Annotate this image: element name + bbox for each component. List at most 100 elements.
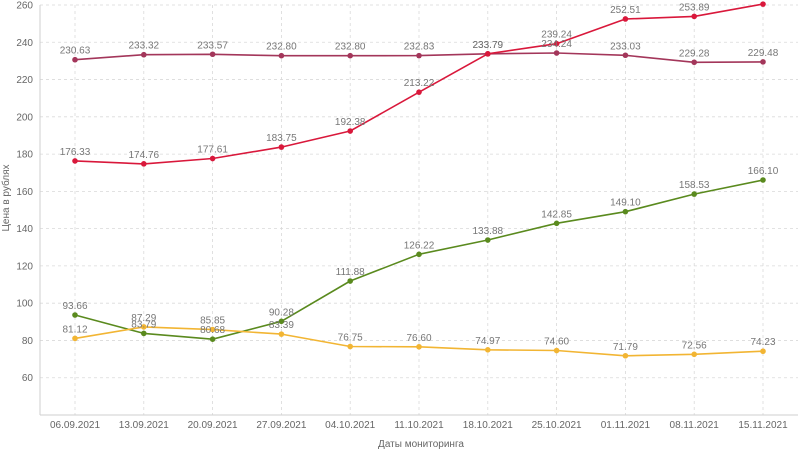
data-label: 177.61 [197, 145, 228, 156]
data-point [760, 59, 766, 65]
data-label: 80.68 [200, 325, 225, 336]
data-label: 133.88 [473, 226, 504, 237]
data-point [622, 52, 629, 59]
data-point [553, 220, 560, 227]
data-point [416, 343, 422, 350]
y-tick-label: 120 [16, 261, 33, 272]
data-point [209, 51, 216, 58]
data-point [760, 348, 766, 355]
data-label: 83.79 [131, 319, 156, 330]
series-layer [72, 1, 766, 359]
data-label: 126.22 [404, 240, 435, 251]
data-label: 192.38 [335, 117, 366, 128]
data-label: 74.60 [544, 337, 569, 348]
data-point [141, 330, 147, 337]
x-tick-label: 04.10.2021 [325, 420, 375, 431]
data-point [347, 52, 354, 59]
data-label: 232.80 [335, 42, 366, 53]
data-point [691, 191, 697, 197]
data-point [553, 347, 560, 354]
data-point [278, 52, 285, 59]
x-tick-label: 13.09.2021 [119, 420, 169, 431]
data-point [141, 324, 147, 330]
data-point [622, 352, 629, 359]
data-label: 233.79 [473, 40, 504, 51]
data-point [141, 161, 147, 167]
data-point [622, 16, 629, 22]
data-label: 239.24 [541, 30, 572, 41]
x-tick-label: 11.10.2021 [394, 420, 444, 431]
data-label: 232.80 [266, 42, 297, 53]
data-label: 76.75 [338, 333, 363, 344]
data-label: 234.24 [541, 39, 572, 50]
data-point [72, 158, 78, 164]
grid-layer [40, 4, 798, 415]
data-point [760, 1, 766, 7]
x-tick-label: 20.09.2021 [188, 420, 238, 431]
data-label-layer: 230.63 233.32 233.57 232.80 232.80 232.83 233.… [60, 0, 779, 353]
data-label: 233.57 [197, 40, 228, 51]
y-tick-label: 220 [16, 75, 33, 86]
data-point [553, 40, 560, 47]
data-label: 230.63 [60, 46, 91, 57]
data-point [347, 128, 354, 134]
data-label: 229.28 [679, 48, 710, 59]
y-tick-label: 240 [16, 38, 33, 49]
data-label: 74.97 [475, 336, 500, 347]
data-label: 183.75 [266, 133, 297, 144]
x-tick-label: 18.10.2021 [463, 420, 513, 431]
data-label: 72.56 [682, 340, 707, 351]
data-label: 260.47 [748, 0, 779, 1]
data-label: 176.33 [60, 147, 91, 158]
data-point [347, 343, 354, 350]
data-label: 252.51 [610, 5, 641, 16]
data-point [553, 50, 560, 56]
data-label: 111.88 [336, 267, 366, 278]
data-point [691, 351, 697, 358]
data-point [416, 251, 422, 258]
data-point [485, 51, 491, 57]
data-label: 85.85 [200, 316, 225, 327]
data-label: 229.48 [748, 48, 779, 59]
data-label: 213.22 [404, 78, 435, 89]
data-label: 83.39 [269, 320, 294, 331]
data-label: 149.10 [610, 198, 641, 209]
data-label: 87.29 [131, 313, 156, 324]
y-tick-label: 200 [16, 112, 33, 123]
y-tick-label: 100 [16, 299, 33, 310]
x-tick-label: 25.10.2021 [532, 420, 582, 431]
y-axis-title: Цена в рублях [0, 164, 12, 231]
data-label: 253.89 [679, 2, 710, 13]
x-tick-label: 06.09.2021 [50, 420, 100, 431]
x-tick-label: 08.11.2021 [670, 420, 720, 431]
data-label: 233.32 [129, 41, 160, 52]
data-point [209, 326, 216, 333]
data-point [278, 318, 285, 325]
data-point [622, 208, 629, 215]
data-point [72, 56, 78, 63]
data-point [485, 347, 491, 353]
data-label: 158.53 [679, 180, 710, 191]
data-point [691, 13, 697, 20]
data-point [416, 52, 422, 59]
data-point [760, 177, 766, 183]
x-tick-label: 27.09.2021 [256, 420, 306, 431]
data-label: 232.83 [404, 42, 435, 53]
data-label: 71.79 [613, 342, 638, 353]
data-label: 233.79 [473, 40, 504, 51]
data-point [209, 155, 216, 162]
data-label: 166.10 [748, 166, 779, 177]
y-tick-label: 80 [22, 336, 34, 347]
x-tick-label: 01.11.2021 [601, 420, 651, 431]
axis-layer: 60 80 100 120 140 160 180 200 220 240 260 06.09.202… [16, 1, 798, 431]
data-point [485, 237, 491, 243]
y-tick-label: 180 [16, 150, 33, 161]
x-axis-title: Даты мониторинга [378, 439, 464, 450]
y-tick-label: 260 [16, 1, 33, 12]
data-point [72, 312, 78, 318]
data-point [72, 335, 78, 342]
x-tick-label: 15.11.2021 [738, 420, 788, 431]
y-tick-label: 60 [22, 373, 34, 384]
data-point [691, 59, 697, 66]
